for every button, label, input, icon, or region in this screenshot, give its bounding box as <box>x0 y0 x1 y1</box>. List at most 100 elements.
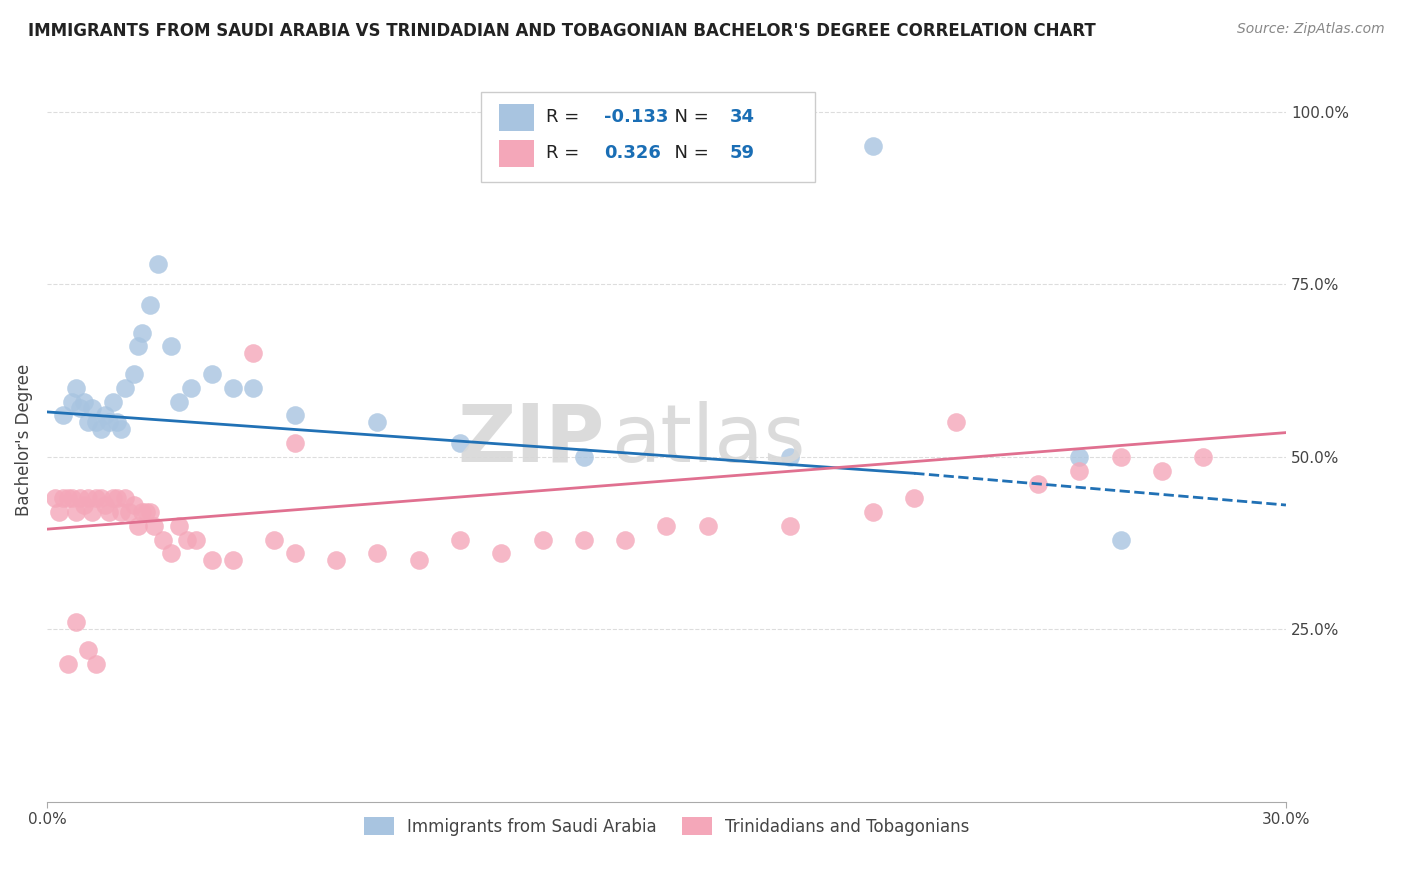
Text: N =: N = <box>662 108 714 127</box>
Point <box>222 381 245 395</box>
Point <box>176 533 198 547</box>
Point <box>366 546 388 560</box>
Point <box>122 367 145 381</box>
Point <box>122 498 145 512</box>
Point <box>489 546 512 560</box>
Y-axis label: Bachelor's Degree: Bachelor's Degree <box>15 363 32 516</box>
Point <box>77 643 100 657</box>
Point <box>65 381 87 395</box>
Point <box>263 533 285 547</box>
Text: atlas: atlas <box>610 401 806 478</box>
Point <box>82 505 104 519</box>
Point <box>114 491 136 505</box>
Point <box>114 381 136 395</box>
Point <box>60 491 83 505</box>
Point <box>1026 477 1049 491</box>
Point <box>862 505 884 519</box>
Point <box>60 394 83 409</box>
Text: R =: R = <box>547 108 585 127</box>
Point <box>284 546 307 560</box>
Point <box>242 346 264 360</box>
Point <box>97 415 120 429</box>
Point <box>65 505 87 519</box>
Text: 59: 59 <box>730 145 755 162</box>
Point <box>696 518 718 533</box>
Point <box>97 505 120 519</box>
Point <box>86 657 108 671</box>
Point <box>110 422 132 436</box>
Point <box>56 657 79 671</box>
Point <box>449 436 471 450</box>
Point <box>1109 450 1132 464</box>
Point <box>449 533 471 547</box>
Point <box>242 381 264 395</box>
Point <box>131 505 153 519</box>
Point <box>139 505 162 519</box>
Point <box>366 415 388 429</box>
Text: 0.326: 0.326 <box>605 145 661 162</box>
Point <box>90 422 112 436</box>
Point <box>69 401 91 416</box>
Point <box>152 533 174 547</box>
Point <box>201 553 224 567</box>
Point <box>408 553 430 567</box>
Point <box>105 415 128 429</box>
Point <box>572 450 595 464</box>
Point <box>614 533 637 547</box>
Point <box>143 518 166 533</box>
Point <box>1109 533 1132 547</box>
Point <box>862 139 884 153</box>
Text: IMMIGRANTS FROM SAUDI ARABIA VS TRINIDADIAN AND TOBAGONIAN BACHELOR'S DEGREE COR: IMMIGRANTS FROM SAUDI ARABIA VS TRINIDAD… <box>28 22 1095 40</box>
Point <box>101 394 124 409</box>
Point <box>73 394 96 409</box>
Point <box>127 518 149 533</box>
Point <box>945 415 967 429</box>
Point <box>131 326 153 340</box>
Point <box>93 409 115 423</box>
Point <box>222 553 245 567</box>
Point <box>159 339 181 353</box>
Point <box>69 491 91 505</box>
Point <box>184 533 207 547</box>
Text: -0.133: -0.133 <box>605 108 669 127</box>
Point <box>56 491 79 505</box>
Point <box>73 498 96 512</box>
Text: 34: 34 <box>730 108 755 127</box>
Point <box>903 491 925 505</box>
Point <box>86 491 108 505</box>
Point <box>90 491 112 505</box>
Text: Source: ZipAtlas.com: Source: ZipAtlas.com <box>1237 22 1385 37</box>
Point <box>1069 464 1091 478</box>
Text: N =: N = <box>662 145 714 162</box>
Point <box>1192 450 1215 464</box>
Point <box>65 615 87 630</box>
Point <box>148 257 170 271</box>
Point <box>127 339 149 353</box>
Text: R =: R = <box>547 145 585 162</box>
Point <box>180 381 202 395</box>
Bar <box>499 103 534 131</box>
Point <box>48 505 70 519</box>
Point <box>93 498 115 512</box>
Point <box>118 505 141 519</box>
Point <box>779 450 801 464</box>
Point <box>44 491 66 505</box>
Point <box>77 415 100 429</box>
Legend: Immigrants from Saudi Arabia, Trinidadians and Tobagonians: Immigrants from Saudi Arabia, Trinidadia… <box>356 809 977 844</box>
Point <box>86 415 108 429</box>
Point <box>1150 464 1173 478</box>
Point <box>139 298 162 312</box>
Point <box>101 491 124 505</box>
Point <box>1069 450 1091 464</box>
Point <box>167 518 190 533</box>
Point <box>52 491 75 505</box>
Point <box>284 436 307 450</box>
Point <box>77 491 100 505</box>
Point <box>110 505 132 519</box>
Bar <box>499 140 534 167</box>
Point <box>531 533 554 547</box>
Point <box>655 518 678 533</box>
Point <box>52 409 75 423</box>
Point <box>159 546 181 560</box>
Point <box>779 518 801 533</box>
